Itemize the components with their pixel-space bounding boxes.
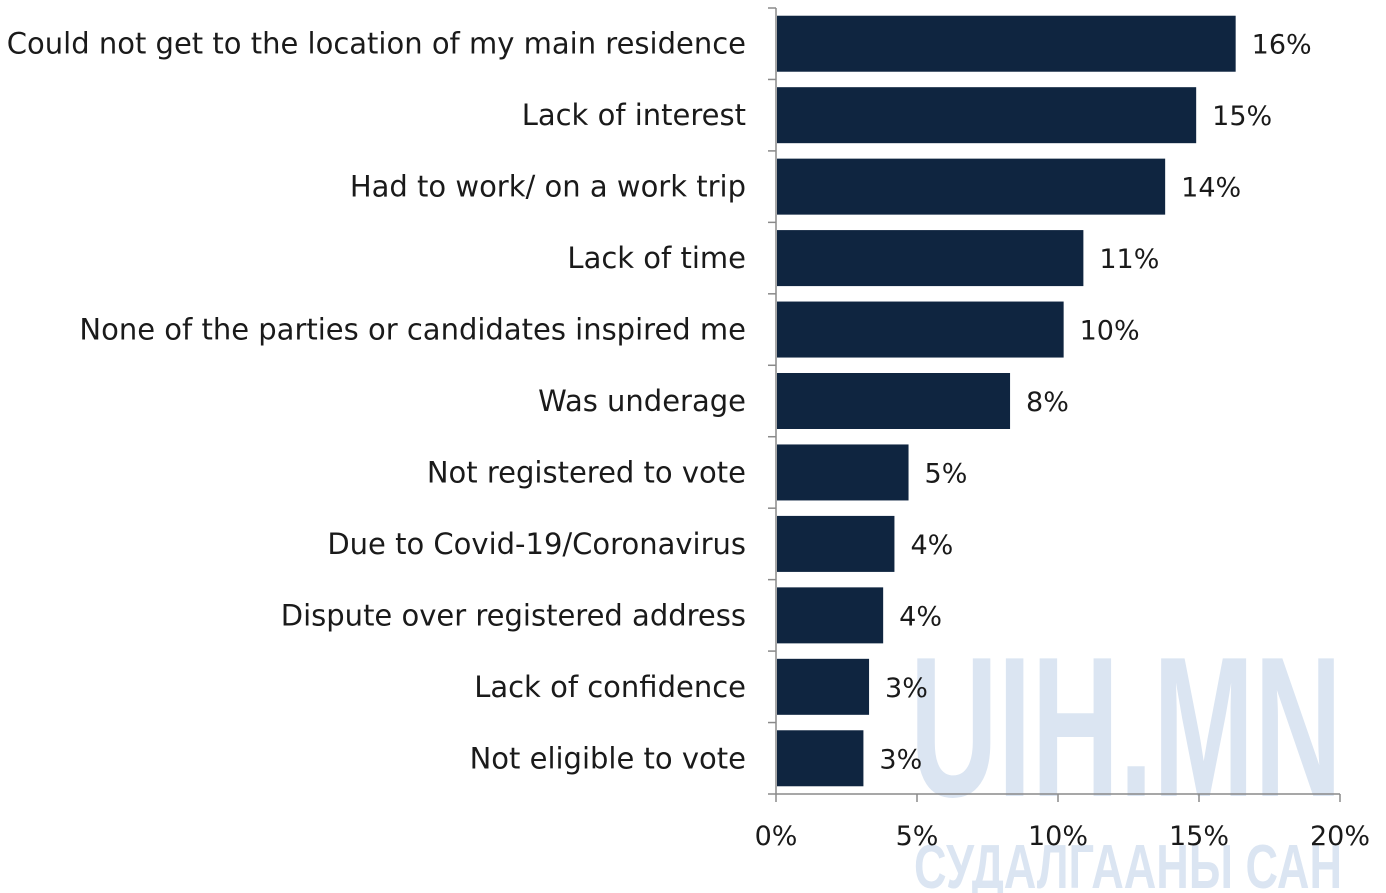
bar: [777, 444, 909, 500]
data-label: 4%: [899, 601, 942, 632]
data-label: 8%: [1026, 387, 1069, 418]
bar: [777, 159, 1165, 215]
category-label: None of the parties or candidates inspir…: [79, 313, 746, 347]
category-label: Could not get to the location of my main…: [7, 27, 746, 61]
category-label: Lack of time: [567, 241, 746, 275]
category-label: Was underage: [538, 384, 746, 418]
bar: [777, 373, 1010, 429]
data-label: 4%: [910, 530, 953, 561]
data-label: 3%: [885, 673, 928, 704]
category-label: Lack of confidence: [474, 670, 746, 704]
category-label: Dispute over registered address: [281, 598, 746, 632]
x-tick-label: 15%: [1169, 821, 1229, 852]
category-label: Not registered to vote: [427, 455, 746, 489]
data-label: 14%: [1181, 173, 1241, 204]
bar: [777, 659, 869, 715]
bar: [777, 16, 1236, 72]
bar: [777, 87, 1196, 143]
bar: [777, 730, 863, 786]
data-label: 10%: [1080, 316, 1140, 347]
data-label: 11%: [1099, 244, 1159, 275]
x-tick-label: 20%: [1310, 821, 1370, 852]
data-label: 5%: [925, 458, 968, 489]
data-label: 16%: [1252, 30, 1312, 61]
watermark: UIH.MN СУДАЛГААНЫ САН: [910, 616, 1342, 893]
category-label: Lack of interest: [522, 98, 746, 132]
bar: [777, 230, 1083, 286]
bar: [777, 587, 883, 643]
x-tick-label: 5%: [896, 821, 939, 852]
category-label: Not eligible to vote: [470, 741, 746, 775]
bar: [777, 516, 894, 572]
x-tick-label: 10%: [1028, 821, 1088, 852]
x-tick-label: 0%: [755, 821, 798, 852]
category-label: Due to Covid-19/Coronavirus: [327, 527, 746, 561]
watermark-sub-text: СУДАЛГААНЫ САН: [914, 833, 1342, 893]
bar: [777, 302, 1064, 358]
data-label: 3%: [879, 744, 922, 775]
data-label: 15%: [1212, 101, 1272, 132]
category-label: Had to work/ on a work trip: [350, 170, 746, 204]
watermark-main-text: UIH.MN: [910, 616, 1342, 839]
